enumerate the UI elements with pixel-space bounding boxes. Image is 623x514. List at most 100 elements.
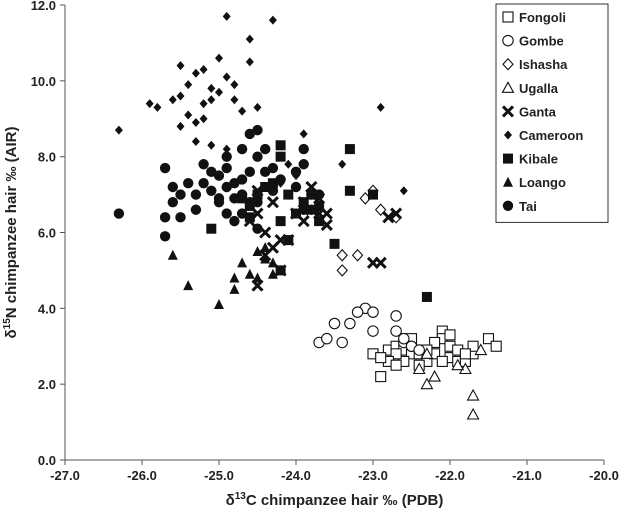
- legend-marker-ugalla: [501, 81, 515, 93]
- data-point-fongoli: [444, 329, 456, 341]
- legend-marker-ishasha: [502, 57, 514, 71]
- data-point-cameroon: [245, 57, 254, 67]
- x-tick-label: -24.0: [281, 468, 311, 483]
- data-point-tai: [221, 181, 232, 193]
- data-point-loango: [267, 257, 278, 268]
- data-point-loango: [244, 268, 255, 279]
- legend-label: Tai: [519, 199, 537, 214]
- data-point-loango: [260, 242, 271, 253]
- data-point-tai: [175, 189, 186, 200]
- data-point-cameroon: [215, 87, 223, 97]
- legend-label: Ugalla: [519, 81, 559, 96]
- data-point-cameroon: [184, 110, 193, 120]
- data-point-cameroon: [191, 118, 200, 128]
- data-point-cameroon: [207, 95, 216, 105]
- data-point-tai: [236, 189, 248, 200]
- legend-label: Ganta: [519, 104, 557, 119]
- data-point-tai: [290, 166, 302, 178]
- data-point-fongoli: [375, 371, 387, 383]
- data-point-gombe: [367, 306, 379, 318]
- data-point-ishasha: [351, 248, 364, 262]
- legend-item-cameroon: Cameroon: [504, 128, 583, 143]
- legend-label: Gombe: [519, 34, 564, 49]
- data-point-cameroon: [222, 144, 231, 154]
- legend-marker-fongoli: [502, 11, 514, 23]
- data-point-cameroon: [222, 11, 231, 21]
- data-point-ishasha: [374, 203, 387, 217]
- y-tick-label: 8.0: [38, 150, 56, 165]
- legend-label: Cameroon: [519, 128, 583, 143]
- data-point-tai: [244, 128, 255, 140]
- data-point-cameroon: [230, 80, 239, 90]
- data-point-cameroon: [245, 34, 254, 44]
- legend-label: Ishasha: [519, 57, 568, 72]
- data-point-loango: [260, 253, 271, 264]
- data-point-cameroon: [268, 15, 277, 25]
- data-point-ugalla: [428, 369, 442, 382]
- data-point-tai: [252, 151, 263, 162]
- y-axis: 0.0 2.0 4.0 6.0 8.0 10.0 12.0: [31, 0, 66, 468]
- data-point-fongoli: [482, 333, 495, 345]
- legend-item-kibale: Kibale: [503, 152, 558, 167]
- data-point-cameroon: [376, 102, 385, 112]
- data-point-cameroon: [199, 114, 208, 124]
- data-point-cameroon: [399, 186, 408, 196]
- data-point-tai: [267, 185, 279, 196]
- data-point-tai: [190, 204, 202, 215]
- data-point-cameroon: [176, 91, 185, 101]
- data-point-tai: [244, 196, 255, 208]
- x-tick-label: -23.0: [358, 468, 388, 483]
- data-point-tai: [221, 162, 232, 174]
- data-point-tai: [306, 189, 317, 200]
- x-axis-title: δ13C chimpanzee hair ‰ (PDB): [226, 491, 444, 509]
- data-point-kibale: [368, 189, 378, 200]
- data-point-cameroon: [184, 80, 193, 90]
- series-tai: [113, 124, 325, 242]
- data-point-tai: [229, 215, 240, 227]
- data-point-cameroon: [114, 125, 123, 135]
- x-tick-label: -20.0: [589, 468, 619, 483]
- legend-marker-tai: [502, 200, 514, 211]
- data-point-kibale: [275, 216, 286, 227]
- data-point-tai: [252, 196, 263, 208]
- data-point-fongoli: [467, 340, 479, 352]
- data-point-cameroon: [207, 83, 216, 93]
- legend-item-fongoli: Fongoli: [502, 10, 566, 25]
- data-point-cameroon: [299, 129, 308, 139]
- data-point-ugalla: [412, 362, 426, 375]
- data-point-tai: [175, 212, 186, 223]
- data-point-tai: [213, 193, 225, 204]
- x-tick-label: -22.0: [435, 468, 465, 483]
- data-point-tai: [298, 143, 309, 155]
- legend-box: [495, 3, 609, 223]
- legend-label: Kibale: [519, 152, 558, 167]
- series-cameroon: [114, 11, 408, 196]
- data-point-ganta: [382, 211, 395, 224]
- x-tick-label: -27.0: [50, 468, 80, 483]
- data-point-cameroon: [168, 95, 177, 105]
- data-point-kibale: [283, 189, 294, 200]
- data-point-fongoli: [429, 336, 441, 349]
- data-point-gombe: [390, 310, 402, 322]
- data-point-tai: [267, 162, 279, 174]
- data-point-cameroon: [284, 159, 293, 169]
- data-point-tai: [221, 151, 232, 162]
- y-tick-label: 12.0: [31, 0, 56, 13]
- data-point-tai: [252, 124, 263, 136]
- data-point-ishasha: [336, 248, 348, 262]
- data-point-gombe: [398, 332, 410, 345]
- data-point-tai: [252, 223, 263, 234]
- legend-marker-loango: [503, 176, 513, 187]
- legend-item-gombe: Gombe: [502, 34, 564, 49]
- data-point-ugalla: [466, 407, 480, 420]
- data-points: [113, 11, 502, 420]
- data-point-loango: [267, 268, 278, 279]
- data-point-cameroon: [199, 64, 208, 74]
- data-point-cameroon: [191, 137, 200, 146]
- data-point-tai: [167, 196, 178, 208]
- y-tick-label: 2.0: [38, 377, 56, 392]
- data-point-tai: [190, 189, 202, 200]
- data-point-tai: [298, 159, 309, 170]
- data-point-kibale: [291, 208, 301, 219]
